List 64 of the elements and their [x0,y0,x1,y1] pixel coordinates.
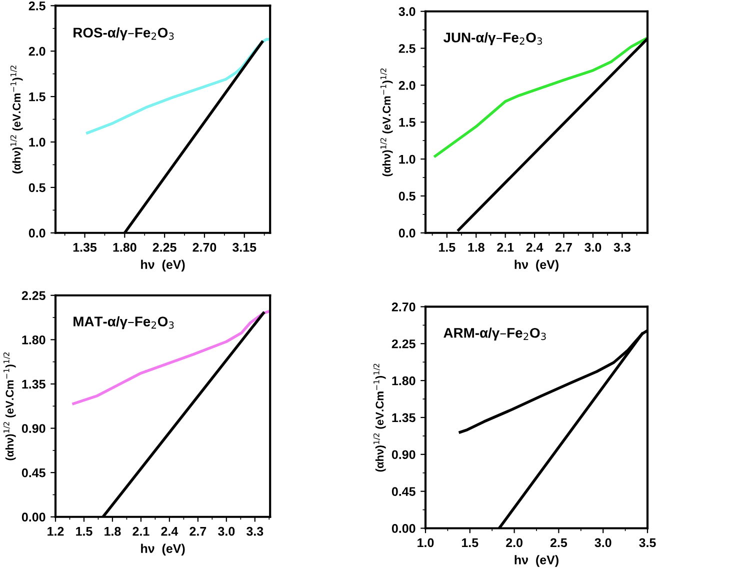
y-tick-label: 0.90 [22,424,46,433]
x-tick-label: 2.0 [506,538,522,548]
y-tick-label: 1.0 [29,138,46,147]
x-tick-label: 3.3 [614,242,630,252]
text: ROS-α/γ–Fe$_{2}$O$_{3}$ [74,27,174,40]
x-tick-label: 2.1 [132,526,150,536]
y-tick-label: 0.0 [398,228,416,238]
x-tick-label: 2.1 [497,242,514,252]
y-tick-label: 0.90 [392,450,416,460]
x-tick-label: 1.5 [76,527,92,536]
x-axis-title: hν (eV) [141,544,185,556]
x-tick-label: 2.4 [161,526,178,536]
x-tick-label: 1.80 [113,242,136,252]
x-tick-label: 1.2 [48,526,64,536]
y-tick-label: 2.70 [392,302,416,312]
y-tick-label: 2.0 [28,46,46,56]
x-axis-title: hν (eV) [514,260,558,272]
x-tick-label: 3.15 [232,242,256,252]
x-tick-label: 3.0 [218,526,235,536]
y-tick-label: 2.0 [398,81,416,90]
y-tick-label: 0.45 [392,487,416,496]
x-tick-label: 3.3 [246,526,264,536]
x-tick-label: 1.5 [439,243,456,252]
y-tick-label: 2.25 [392,339,416,348]
x-tick-label: 1.8 [104,526,121,536]
y-tick-label: 1.35 [22,380,46,389]
y-tick-label: 1.35 [392,413,416,422]
y-tick-label: 0.5 [398,192,416,201]
x-tick-label: 1.8 [468,242,484,252]
x-tick-label: 2.7 [556,242,572,252]
y-tick-label: 0.0 [28,228,46,238]
x-tick-label: 2.4 [526,242,544,252]
text: ARM-α/γ–Fe$_{2}$O$_{3}$ [444,328,546,341]
y-tick-label: 2.5 [28,1,46,10]
y-axis-title: (αhν)$^{1/2}$ (eV.Cm$^{−1}$)$^{1/2}$ [10,66,23,174]
y-tick-label: 1.5 [29,92,46,102]
x-tick-label: 2.70 [192,242,216,252]
x-tick-label: 3.0 [584,242,602,252]
y-tick-label: 3.0 [398,7,416,16]
x-tick-label: 3.5 [639,538,656,548]
y-tick-label: 0.5 [28,183,46,192]
x-tick-label: 1.35 [73,242,97,252]
y-axis-title: (αhν)$^{1/2}$ (eV.Cm$^{−1}$)$^{1/2}$ [373,364,386,472]
y-tick-label: 1.80 [392,376,416,386]
y-tick-label: 2.25 [22,291,46,300]
y-tick-label: 1.80 [22,335,46,344]
x-tick-label: 1.0 [418,538,434,548]
text: MAT-α/γ–Fe$_{2}$O$_{3}$ [74,316,174,330]
x-axis-title: hν (eV) [514,555,558,567]
y-axis-title: (αhν)$^{1/2}$ (eV.Cm$^{−1}$)$^{1/2}$ [3,352,16,460]
x-axis-title: hν (eV) [141,260,185,272]
y-tick-label: 1.0 [399,154,416,164]
y-axis-title: (αhν)$^{1/2}$ (eV.Cm$^{−1}$)$^{1/2}$ [380,68,393,176]
x-tick-label: 2.7 [190,526,206,536]
y-tick-label: 0.00 [22,512,46,522]
y-tick-label: 0.45 [22,468,46,478]
y-tick-label: 0.00 [392,524,416,533]
y-tick-label: 1.5 [399,118,416,127]
x-tick-label: 1.5 [462,538,478,548]
x-tick-label: 2.25 [152,242,176,252]
y-tick-label: 2.5 [398,44,416,53]
x-tick-label: 3.0 [594,538,612,548]
text: JUN-α/γ–Fe$_{2}$O$_{3}$ [443,32,542,46]
x-tick-label: 2.5 [550,538,568,548]
